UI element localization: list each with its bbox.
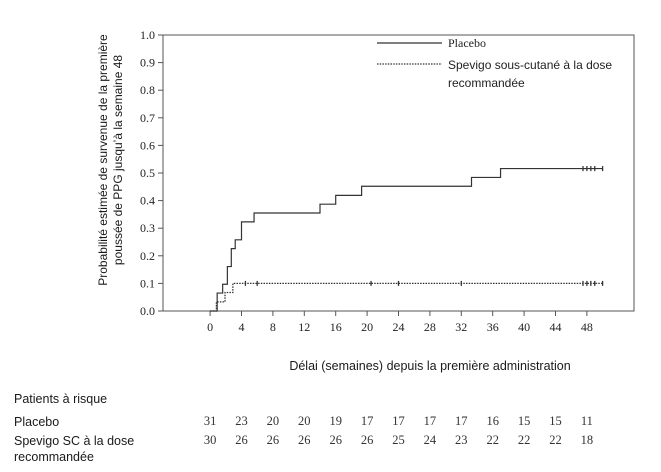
y-tick-label: 1.0 — [140, 28, 155, 42]
y-tick-label: 0.8 — [140, 83, 155, 97]
risk-cell: 26 — [235, 433, 248, 447]
risk-cell: 20 — [298, 414, 311, 428]
risk-table-title: Patients à risque — [14, 392, 108, 406]
risk-cell: 11 — [580, 414, 593, 428]
y-tick-label: 0.3 — [140, 221, 155, 235]
risk-cell: 30 — [203, 433, 217, 447]
risk-cell: 26 — [298, 433, 311, 447]
risk-cell: 26 — [266, 433, 280, 447]
risk-cell: 16 — [486, 414, 499, 428]
x-tick-label: 0 — [207, 320, 213, 334]
risk-cell: 23 — [235, 414, 248, 428]
x-tick-label: 32 — [455, 320, 467, 334]
risk-cell: 22 — [517, 433, 531, 447]
x-tick-label: 36 — [487, 320, 499, 334]
legend-label-placebo: Placebo — [448, 36, 486, 50]
risk-cell: 23 — [455, 433, 468, 447]
x-tick-label: 28 — [424, 320, 436, 334]
risk-cell: 17 — [360, 414, 374, 428]
risk-cell: 26 — [329, 433, 342, 447]
y-tick-label: 0.4 — [140, 194, 155, 208]
y-tick-label: 0.2 — [140, 249, 155, 263]
x-tick-label: 40 — [518, 320, 530, 334]
risk-cell: 31 — [203, 414, 217, 428]
risk-row-label-placebo: Placebo — [14, 415, 60, 429]
risk-cell: 17 — [455, 414, 468, 428]
x-tick-label: 20 — [361, 320, 373, 334]
risk-cell: 17 — [423, 414, 437, 428]
y-axis: 0.0 0.1 0.2 0.3 0.4 0.5 0.6 0.7 0.8 0.9 1.0 — [140, 28, 163, 318]
x-axis-label: Délai (semaines) depuis la première admi… — [289, 359, 571, 373]
series-line-placebo — [210, 167, 603, 312]
risk-cell: 22 — [486, 433, 499, 447]
plot-area-border — [162, 34, 635, 312]
x-tick-label: 44 — [550, 320, 562, 334]
x-tick-label: 4 — [239, 320, 245, 334]
x-axis: 0 4 8 12 16 20 24 28 32 36 40 44 48 — [207, 311, 593, 334]
series-layer — [210, 166, 604, 312]
x-tick-label: 8 — [270, 320, 276, 334]
x-tick-label: 24 — [393, 320, 405, 334]
risk-row-label-spevigo: Spevigo SC à la dose recommandée — [14, 434, 135, 464]
risk-cell: 15 — [549, 414, 562, 428]
y-tick-label: 0.0 — [140, 304, 155, 318]
risk-cell: 22 — [549, 433, 562, 447]
legend: Placebo Spevigo sous-cutané à la dose reco… — [377, 36, 612, 90]
x-tick-label: 48 — [581, 320, 593, 334]
y-tick-label: 0.9 — [140, 56, 155, 70]
x-tick-label: 12 — [298, 320, 310, 334]
series-line-spevigo — [210, 282, 603, 312]
risk-cell: 19 — [329, 414, 342, 428]
risk-cell: 26 — [360, 433, 374, 447]
risk-cell: 15 — [517, 414, 531, 428]
y-tick-label: 0.7 — [140, 111, 155, 125]
x-tick-label: 16 — [330, 320, 342, 334]
risk-cell: 24 — [423, 433, 437, 447]
plot-frame — [162, 34, 635, 312]
y-tick-label: 0.6 — [140, 138, 155, 152]
risk-cell: 20 — [266, 414, 280, 428]
y-tick-label: 0.1 — [140, 276, 155, 290]
risk-cell: 25 — [392, 433, 405, 447]
y-axis-label: Probabilité estimée de survenue de la pr… — [96, 34, 125, 286]
y-tick-label: 0.5 — [140, 166, 155, 180]
legend-label-spevigo: Spevigo sous-cutané à la dose recommandée — [448, 58, 612, 90]
risk-cell: 18 — [580, 433, 594, 447]
risk-cell: 17 — [392, 414, 405, 428]
